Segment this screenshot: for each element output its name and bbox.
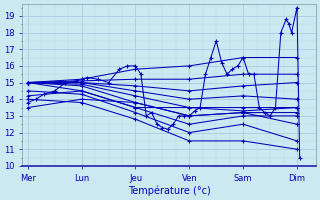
X-axis label: Température (°c): Température (°c) (128, 185, 211, 196)
